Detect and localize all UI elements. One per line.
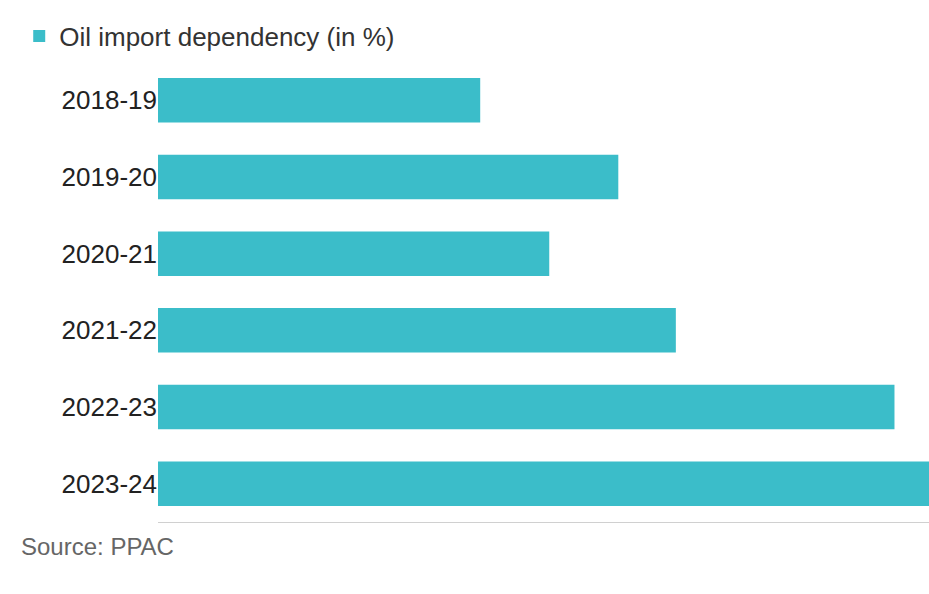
svg-text:2019-20: 2019-20 [62,162,157,192]
svg-text:2023-24: 2023-24 [62,469,157,499]
svg-text:2020-21: 2020-21 [62,239,157,269]
svg-text:2022-23: 2022-23 [62,392,157,422]
svg-text:Source: PPAC: Source: PPAC [21,533,174,560]
svg-text:2018-19: 2018-19 [62,85,157,115]
svg-text:2021-22: 2021-22 [62,315,157,345]
svg-text:Oil import dependency (in %): Oil import dependency (in %) [59,22,394,52]
